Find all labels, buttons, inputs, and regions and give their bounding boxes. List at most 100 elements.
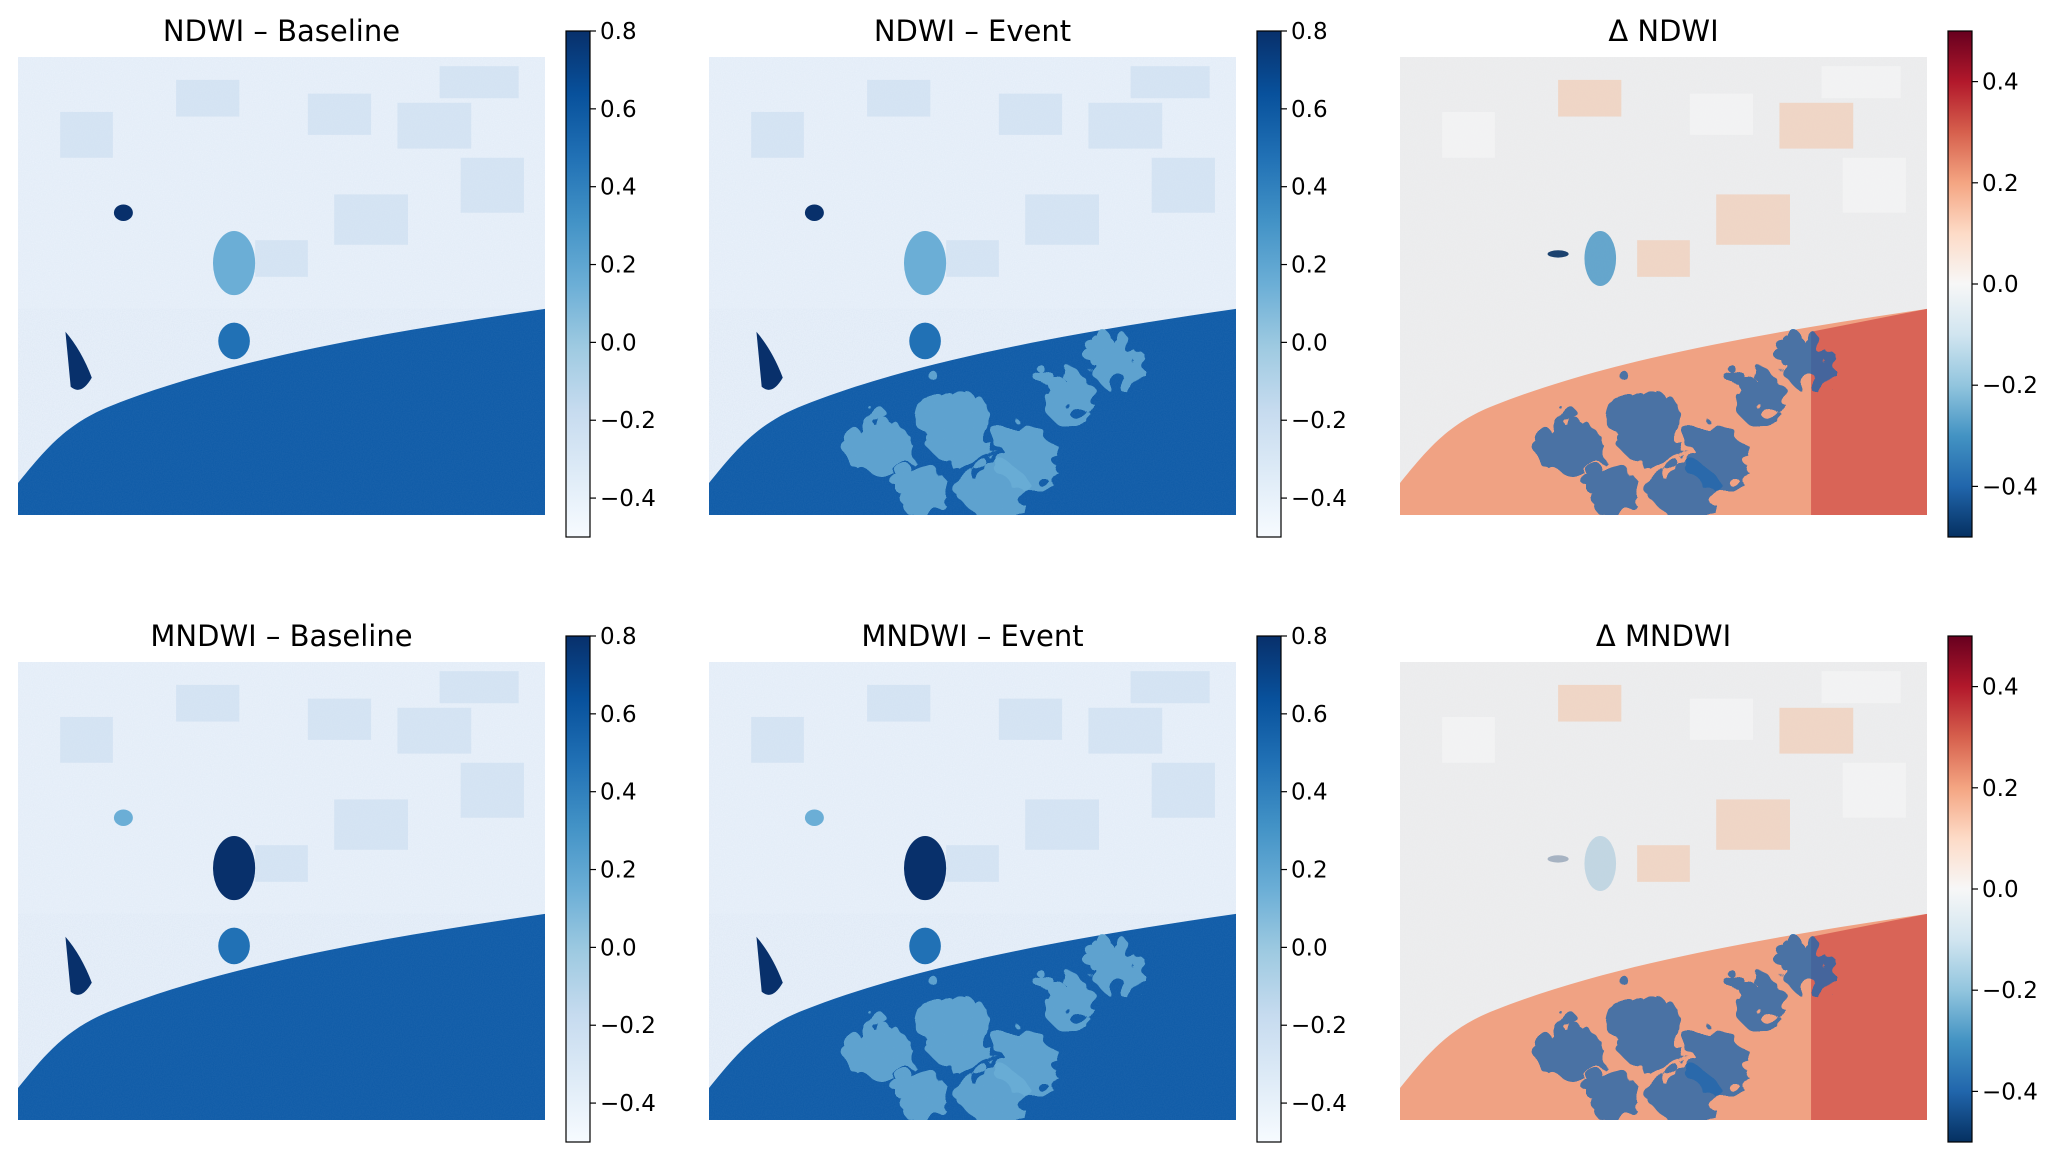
- map-field-block: [1779, 707, 1854, 754]
- map-field-block: [1151, 157, 1215, 213]
- map-estuary: [65, 936, 92, 995]
- map-lake-south: [909, 927, 941, 965]
- map-field-block: [1821, 671, 1901, 704]
- map-field-block: [397, 102, 472, 149]
- map-delta-east: [1811, 308, 1927, 515]
- colorbar-tick-label: −0.2: [600, 408, 656, 434]
- colorbar: [1947, 635, 1973, 1143]
- colorbar-tick-label: −0.4: [600, 1091, 656, 1117]
- map-delta-pond: [1547, 855, 1569, 863]
- map-field-block: [439, 66, 519, 99]
- panel-1: NDWI – Baseline −0.4 −0.2 0.0 0.2 0.4 0.6 0.8: [18, 14, 656, 538]
- map-field-block: [460, 157, 524, 213]
- map-field-block: [1130, 66, 1210, 99]
- colorbar-tick-label: 0.4: [1982, 675, 2019, 701]
- colorbar-tick-label: −0.4: [1982, 1079, 2038, 1105]
- panel-title: Δ MNDWI: [1596, 619, 1731, 653]
- colorbar-tick-label: 0.6: [1291, 702, 1328, 728]
- map-field-block: [255, 240, 308, 277]
- colorbar-tick-label: −0.4: [1291, 1091, 1347, 1117]
- map-field-block: [751, 716, 804, 763]
- map-estuary: [756, 331, 783, 390]
- map-pond: [804, 809, 824, 826]
- map-pond: [113, 204, 133, 221]
- map-field-block: [1842, 157, 1906, 213]
- map-field-block: [1130, 671, 1210, 704]
- panel-title: NDWI – Event: [874, 14, 1071, 48]
- map-pond: [113, 809, 133, 826]
- map-estuary: [65, 331, 92, 390]
- map-lake: [212, 836, 256, 901]
- colorbar-tick-label: 0.2: [1982, 171, 2019, 197]
- colorbar-tick-label: 0.0: [600, 330, 637, 356]
- map-field-block: [1821, 66, 1901, 99]
- colorbar-tick-label: 0.4: [1291, 780, 1328, 806]
- colorbar: [1947, 30, 1973, 538]
- map-field-block: [1842, 762, 1906, 818]
- colorbar-tick-label: 0.0: [1982, 877, 2019, 903]
- map-field-block: [1151, 762, 1215, 818]
- map-field-block: [1779, 102, 1854, 149]
- map-delta-plume: [1526, 323, 1822, 510]
- map-field-block: [176, 79, 240, 117]
- colorbar-tick-label: −0.2: [600, 1013, 656, 1039]
- map-lake-south: [218, 927, 250, 965]
- map-field-block: [751, 111, 804, 158]
- colorbar-tick-label: 0.8: [1291, 624, 1328, 650]
- colorbar-tick-label: 0.4: [1982, 70, 2019, 96]
- map-field-block: [867, 684, 931, 722]
- panel-4: MNDWI – Baseline −0.4 −0.2 0.0 0.2 0.4 0.6 0.8: [18, 619, 656, 1143]
- map-field-block: [1716, 194, 1790, 245]
- map-lake: [212, 231, 256, 296]
- map-lake-south: [218, 322, 250, 360]
- map-plume: [835, 928, 1131, 1115]
- map-image: [18, 57, 545, 515]
- map-field-block: [334, 194, 408, 245]
- map-image: [1400, 662, 1927, 1120]
- map-sea-texture: [18, 308, 545, 515]
- panel-title: MNDWI – Event: [861, 619, 1083, 653]
- map-delta-plume: [1526, 928, 1822, 1115]
- colorbar-tick-label: −0.2: [1291, 408, 1347, 434]
- panel-5: MNDWI – Event −0.4 −0.2 0.0 0.2 0.4 0.6 0.8: [709, 619, 1347, 1143]
- map-image: [18, 662, 545, 1120]
- colorbar-tick-label: 0.4: [600, 780, 637, 806]
- panel-6: Δ MNDWI −0.4 −0.2 0.0 0.2 0.4: [1400, 619, 2038, 1143]
- map-delta-pond: [1547, 250, 1569, 258]
- map-field-block: [439, 671, 519, 704]
- map-sea-texture: [18, 913, 545, 1120]
- colorbar-tick-label: 0.6: [1291, 97, 1328, 123]
- colorbar-tick-label: 0.8: [1291, 19, 1328, 45]
- panel-title: Δ NDWI: [1608, 14, 1718, 48]
- map-field-block: [1025, 194, 1099, 245]
- colorbar-tick-label: 0.2: [1291, 253, 1328, 279]
- map-field-block: [1637, 845, 1690, 882]
- colorbar-tick-label: 0.6: [600, 97, 637, 123]
- map-field-block: [1637, 240, 1690, 277]
- map-field-block: [1025, 799, 1099, 850]
- map-field-block: [946, 240, 999, 277]
- map-field-block: [1558, 684, 1622, 722]
- panel-2: NDWI – Event −0.4 −0.2 0.0 0.2 0.4 0.6 0.8: [709, 14, 1347, 538]
- colorbar-tick-label: −0.4: [600, 486, 656, 512]
- colorbar-tick-label: 0.4: [600, 175, 637, 201]
- map-field-block: [60, 716, 113, 763]
- map-image: [709, 662, 1236, 1120]
- panel-title: NDWI – Baseline: [163, 14, 400, 48]
- map-field-block: [307, 698, 372, 740]
- map-field-block: [460, 762, 524, 818]
- map-lake-south: [909, 322, 941, 360]
- colorbar-tick-label: 0.0: [1982, 272, 2019, 298]
- colorbar: [1256, 30, 1282, 538]
- map-field-block: [1716, 799, 1790, 850]
- colorbar-tick-label: 0.8: [600, 19, 637, 45]
- colorbar-tick-label: 0.2: [1291, 858, 1328, 884]
- colorbar-tick-label: −0.2: [1982, 978, 2038, 1004]
- map-field-block: [1558, 79, 1622, 117]
- map-lake: [903, 231, 947, 296]
- colorbar: [565, 30, 591, 538]
- map-field-block: [334, 799, 408, 850]
- map-field-block: [176, 684, 240, 722]
- colorbar-tick-label: −0.4: [1982, 474, 2038, 500]
